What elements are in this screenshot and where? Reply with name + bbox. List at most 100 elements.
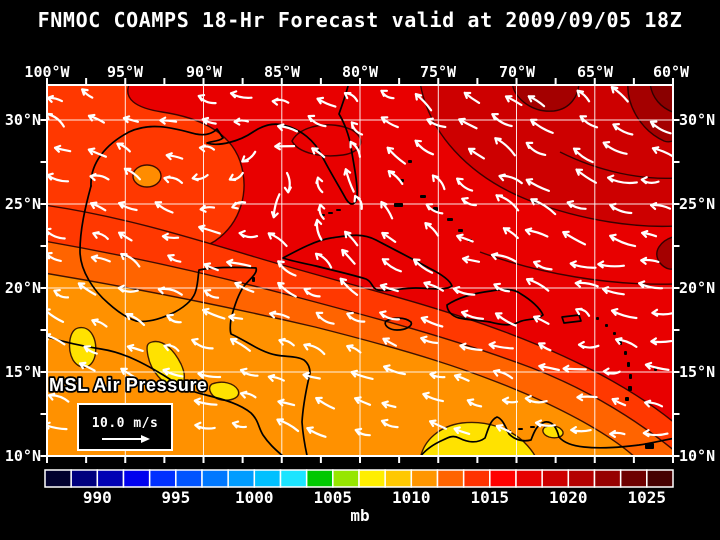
wind-arrow: [161, 232, 180, 241]
wind-arrow: [353, 194, 363, 210]
wind-arrow: [315, 311, 335, 325]
top-axis-label: 90°W: [186, 63, 223, 81]
wind-arrow: [163, 175, 184, 184]
wind-arrow: [642, 429, 669, 438]
wind-arrow: [276, 418, 300, 433]
wind-arrow: [382, 337, 397, 347]
wind-arrow: [341, 248, 356, 265]
wind-arrow: [241, 150, 257, 163]
colorbar-tick-label: 1010: [392, 488, 431, 507]
colorbar-cell: [384, 469, 413, 488]
island-speck: [628, 386, 632, 391]
wind-arrow: [197, 94, 217, 105]
wind-arrow: [302, 371, 321, 380]
wind-arrow: [422, 391, 444, 403]
wind-arrow: [566, 200, 587, 210]
wind-arrow: [641, 230, 658, 238]
wind-arrow: [346, 311, 366, 323]
colorbar-cell: [646, 469, 674, 488]
map-frame: [46, 84, 674, 457]
wind-reference-label: 10.0 m/s: [92, 416, 159, 431]
wind-arrow: [126, 343, 144, 352]
right-axis-label: 15°N: [679, 363, 715, 381]
wind-arrows: [47, 86, 673, 438]
wind-arrow: [602, 141, 628, 155]
wind-arrow: [379, 283, 399, 293]
wind-arrow: [120, 252, 141, 268]
wind-arrow: [307, 114, 327, 128]
colorbar-cell: [305, 469, 334, 488]
wind-arrow: [83, 345, 98, 355]
wind-arrow: [277, 281, 297, 298]
left-axis-label: 30°N: [5, 111, 41, 129]
colorbar-tick-label: 1020: [549, 488, 588, 507]
coastline-south-america: [419, 416, 673, 456]
wind-arrow: [381, 258, 402, 273]
wind-arrow: [234, 281, 255, 293]
wind-arrow: [118, 231, 133, 242]
top-axis-label: 65°W: [577, 63, 614, 81]
wind-arrow: [538, 363, 560, 372]
wind-arrow: [78, 361, 96, 372]
wind-legend-box: [77, 403, 173, 451]
wind-arrow: [602, 367, 621, 376]
top-axis-label: 85°W: [264, 63, 301, 81]
wind-arrow: [495, 194, 520, 212]
wind-arrow: [466, 398, 483, 408]
colorbar-cell: [44, 469, 72, 488]
wind-arrow: [426, 117, 447, 129]
wind-arrow: [381, 231, 397, 243]
wind-arrow: [609, 233, 637, 248]
colorbar-cell: [227, 469, 256, 488]
wind-arrow: [601, 286, 625, 296]
wind-arrow: [193, 397, 218, 406]
wind-arrow: [612, 123, 634, 136]
wind-arrow: [610, 308, 638, 320]
wind-arrow: [154, 201, 174, 214]
coastline-pacific: [47, 336, 284, 456]
wind-arrow: [203, 262, 219, 272]
wind-arrow: [343, 92, 359, 103]
coastline-jamaica: [384, 317, 413, 331]
wind-arrow: [644, 361, 670, 371]
figure-title: FNMOC COAMPS 18-Hr Forecast valid at 200…: [38, 8, 683, 32]
wind-arrow: [167, 254, 182, 263]
wind-arrow: [425, 203, 444, 215]
wind-arrow: [303, 342, 326, 356]
wind-arrow: [490, 252, 517, 263]
wind-arrow: [576, 89, 591, 103]
wind-arrow: [380, 89, 395, 100]
wind-arrow: [423, 280, 444, 292]
wind-arrow: [538, 342, 552, 352]
wind-arrow: [228, 171, 244, 182]
left-axis-label: 10°N: [5, 447, 41, 465]
wind-arrow: [278, 337, 295, 347]
wind-arrow: [463, 91, 481, 104]
colorbar-tick-labels: 990 995 1000 1005 1010 1015 1020 1025: [83, 488, 666, 507]
axis-ticks: [40, 78, 680, 463]
wind-arrow: [315, 396, 336, 410]
wind-arrow: [47, 333, 66, 346]
island-speck: [605, 324, 608, 327]
wind-arrow: [456, 177, 474, 192]
wind-arrow: [163, 343, 180, 352]
wind-arrow: [524, 394, 548, 404]
island-speck: [645, 443, 654, 449]
wind-arrow: [277, 260, 297, 277]
island-speck: [336, 209, 341, 211]
wind-arrow: [414, 139, 435, 156]
wind-arrow: [638, 280, 664, 290]
wind-arrow: [414, 93, 433, 112]
wind-arrow: [452, 286, 476, 296]
right-axis-label: 10°N: [679, 447, 715, 465]
wind-arrow: [460, 309, 485, 320]
wind-arrow: [191, 337, 214, 350]
wind-arrow: [431, 174, 446, 191]
wind-arrow: [607, 174, 638, 185]
colorbar-tick-label: 995: [161, 488, 190, 507]
wind-arrow: [504, 95, 523, 107]
wind-arrow: [461, 255, 481, 264]
wind-arrow: [317, 203, 326, 220]
wind-arrow: [575, 307, 591, 317]
wind-arrow: [574, 279, 599, 288]
